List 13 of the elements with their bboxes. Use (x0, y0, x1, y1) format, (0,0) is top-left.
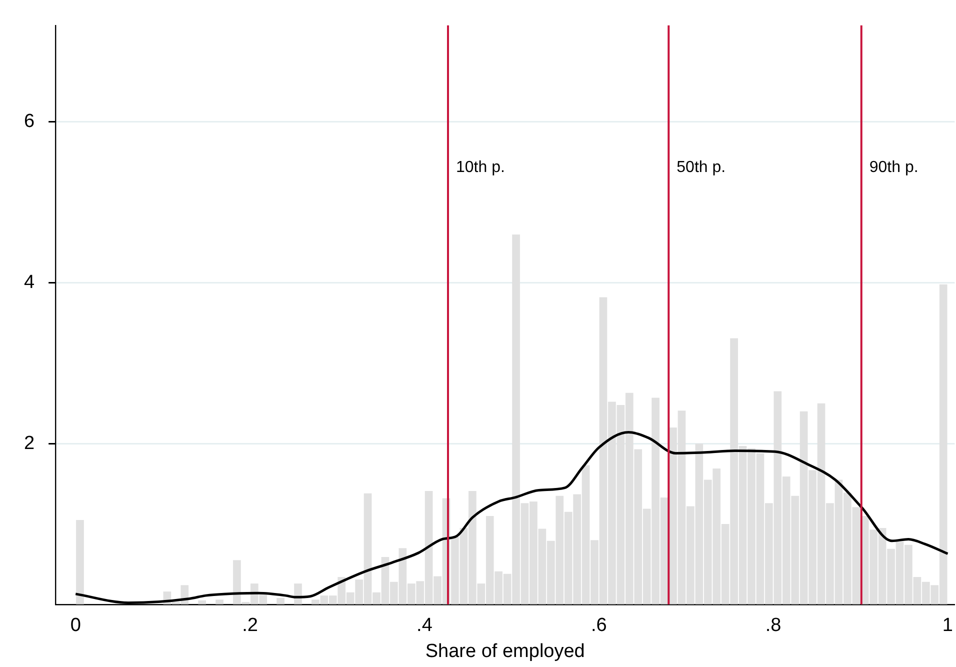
y-tick-label: 2 (24, 432, 35, 454)
x-tick-label: 0 (70, 615, 81, 636)
y-tick-label: 6 (24, 111, 35, 132)
ref-line-label: 10th p. (456, 158, 505, 176)
x-tick-label: .4 (416, 615, 433, 636)
x-tick-label: .8 (765, 615, 782, 636)
x-tick-label: .2 (242, 615, 258, 636)
ref-line-label: 90th p. (869, 158, 918, 176)
y-tick-label: 4 (24, 272, 35, 293)
x-tick-label: 1 (942, 615, 953, 636)
x-tick-label: .6 (590, 615, 607, 636)
ref-line-label: 50th p. (676, 158, 726, 176)
x-axis-title: Share of employed (425, 640, 585, 662)
